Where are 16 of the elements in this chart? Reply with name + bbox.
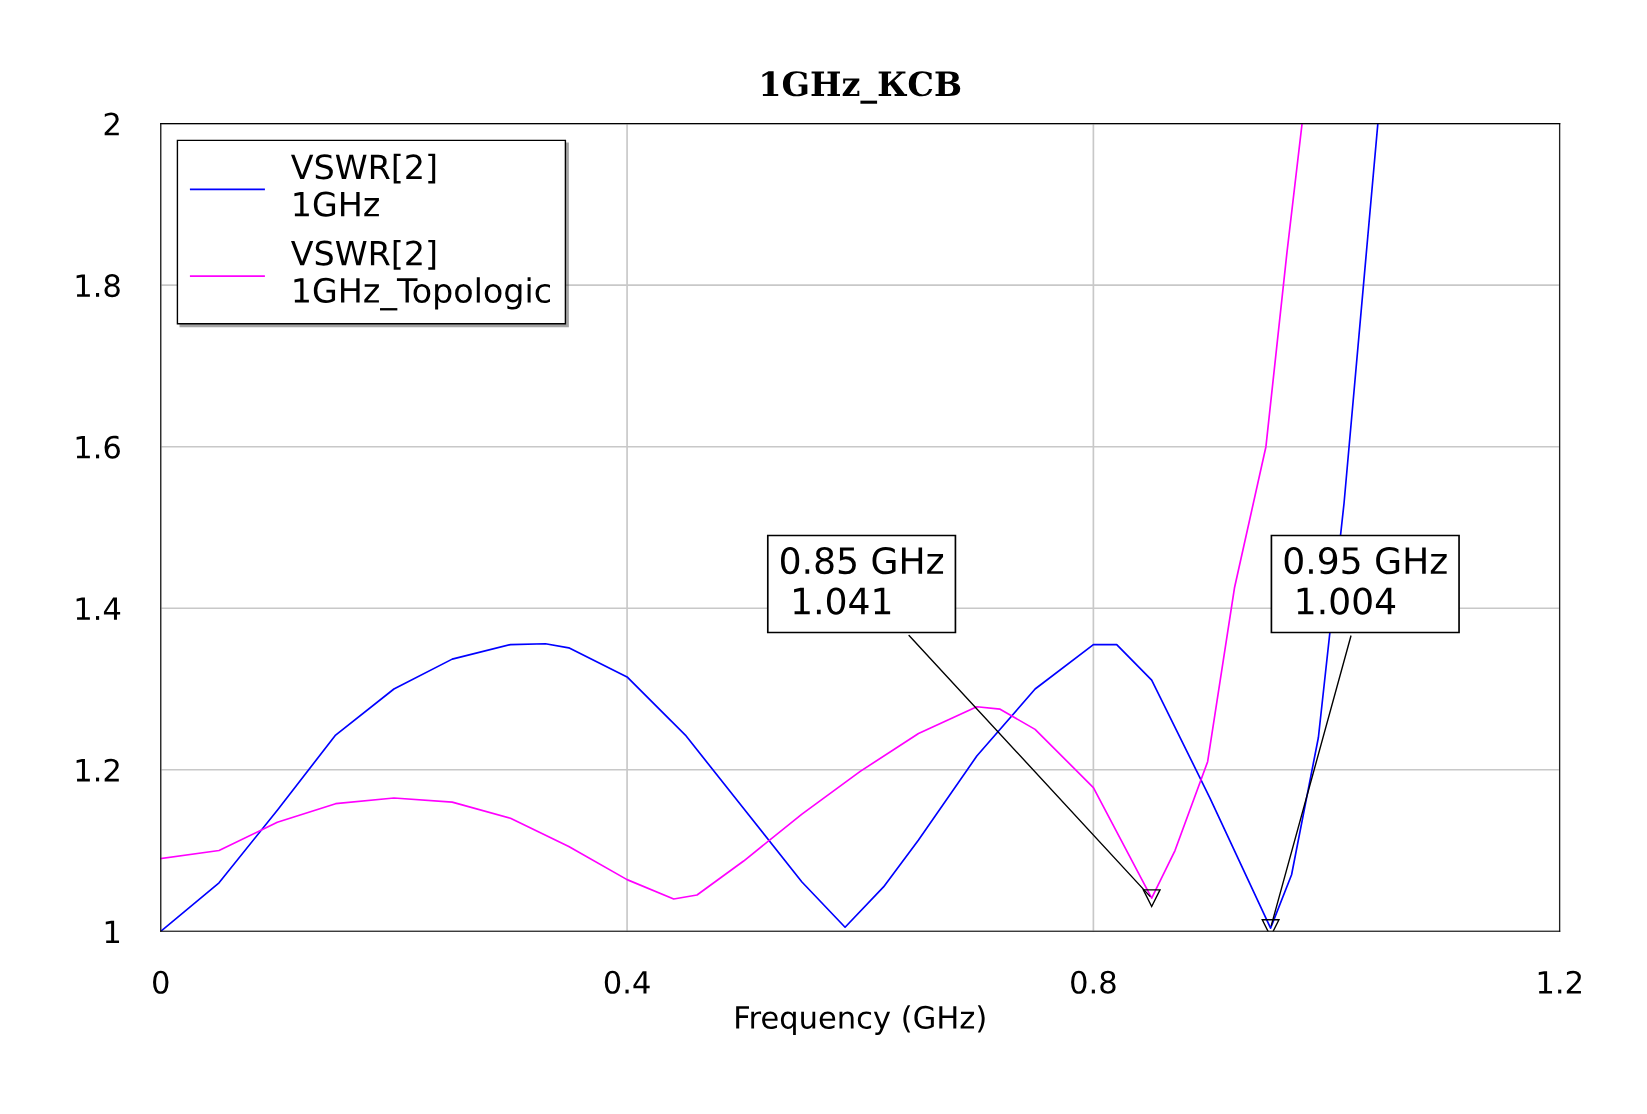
x-tick-label: 1.2 <box>1538 970 1581 994</box>
x-tick-label: 0.8 <box>1071 970 1116 994</box>
y-tick-label: 2 <box>104 112 119 136</box>
annotation: 0.85 GHz 1.041 <box>781 546 944 615</box>
annotation: 0.95 GHz 1.004 <box>1284 546 1447 615</box>
y-tick-label: 1 <box>105 920 120 943</box>
legend-label: VSWR[2] 1GHz_Topologic <box>291 239 550 311</box>
x-axis-title: Frequency (GHz) <box>736 1005 985 1035</box>
y-tick-label: 1.6 <box>76 435 120 459</box>
y-tick-label: 1.2 <box>76 758 119 782</box>
x-tick-label: 0 <box>153 970 169 994</box>
x-tick-label: 0.4 <box>604 970 650 994</box>
y-tick-label: 1.8 <box>76 274 120 298</box>
chart-title: 1GHz_КСВ <box>762 71 961 104</box>
y-tick-label: 1.4 <box>76 597 121 620</box>
legend-label: VSWR[2] 1GHz <box>291 153 436 217</box>
